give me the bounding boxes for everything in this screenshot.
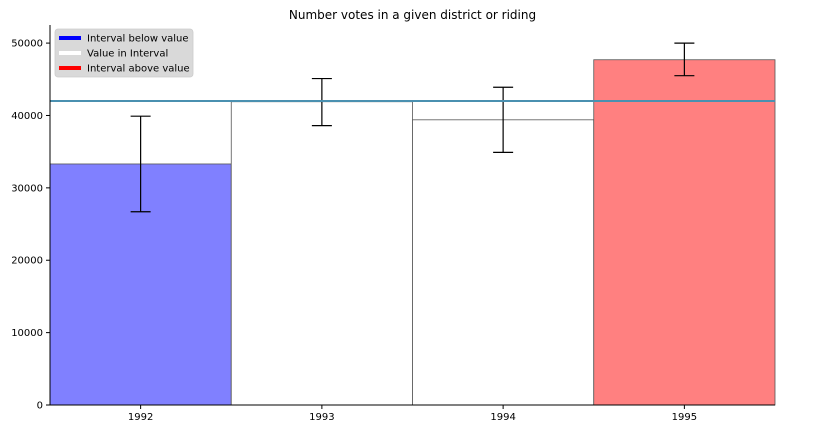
error-bar-1993: [311, 77, 332, 127]
legend-label: Interval below value: [87, 34, 189, 45]
legend-label: Interval above value: [87, 64, 190, 75]
y-tick-label: 50000: [11, 39, 43, 50]
legend-label: Value in Interval: [87, 49, 168, 60]
error-bar-1992: [130, 115, 151, 213]
y-ticks-group: 0 10000 20000 30000 40000 50000: [11, 39, 50, 412]
y-tick-label: 0: [37, 401, 43, 412]
chart-title: Number votes in a given district or ridi…: [289, 8, 536, 22]
x-tick-label: 1993: [309, 412, 334, 423]
axes-group: [49, 25, 775, 406]
x-tick-label: 1995: [672, 412, 697, 423]
bars-group: [49, 59, 776, 406]
bar-1995: [593, 59, 776, 406]
bar-1993: [230, 101, 413, 406]
bar-1994: [412, 119, 595, 406]
legend: Interval below value Value in Interval Int…: [54, 28, 194, 78]
error-bars-group: [130, 42, 695, 213]
y-tick-label: 10000: [11, 328, 43, 339]
y-tick-label: 30000: [11, 183, 43, 194]
x-ticks-group: 1992 1993 1994 1995: [128, 405, 697, 423]
y-tick-label: 20000: [11, 256, 43, 267]
x-tick-label: 1992: [128, 412, 153, 423]
error-bar-1995: [674, 42, 695, 77]
x-tick-label: 1994: [490, 412, 515, 423]
y-tick-label: 40000: [11, 111, 43, 122]
legend-box: [54, 28, 194, 78]
error-bar-1994: [493, 86, 514, 153]
